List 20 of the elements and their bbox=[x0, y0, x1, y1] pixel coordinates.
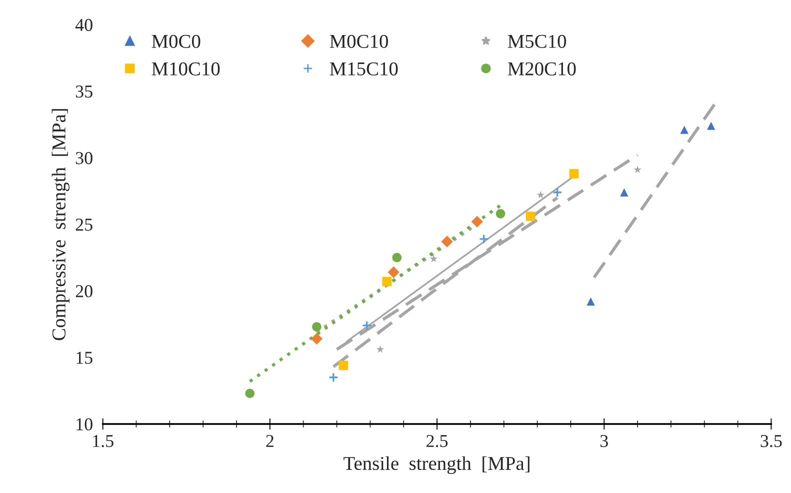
legend-label: M5C10 bbox=[508, 34, 566, 48]
x-tick-label: 2.5 bbox=[426, 434, 448, 448]
legend-label: M0C10 bbox=[330, 34, 388, 48]
legend-label: M20C10 bbox=[508, 62, 576, 76]
y-tick-label: 40 bbox=[75, 18, 92, 32]
y-tick-label: 10 bbox=[76, 418, 92, 430]
x-tick-label: 1.5 bbox=[93, 435, 114, 448]
y-tick-label: 30 bbox=[76, 152, 92, 164]
x-tick-label: 3 bbox=[600, 434, 608, 448]
x-axis-title: Tensile strength [MPa] bbox=[344, 456, 530, 474]
x-tick-label: 2 bbox=[266, 434, 274, 447]
legend-label: M0C0 bbox=[152, 34, 200, 48]
y-axis-title: Compressive strength [MPa] bbox=[52, 109, 70, 340]
y-tick-label: 15 bbox=[76, 352, 92, 364]
y-tick-label: 20 bbox=[76, 285, 92, 298]
y-tick-label: 25 bbox=[76, 218, 92, 231]
legend-label: M15C10 bbox=[330, 62, 398, 76]
x-tick-label: 3.5 bbox=[760, 434, 782, 448]
y-tick-label: 35 bbox=[76, 86, 92, 98]
legend-label: M10C10 bbox=[152, 62, 220, 76]
